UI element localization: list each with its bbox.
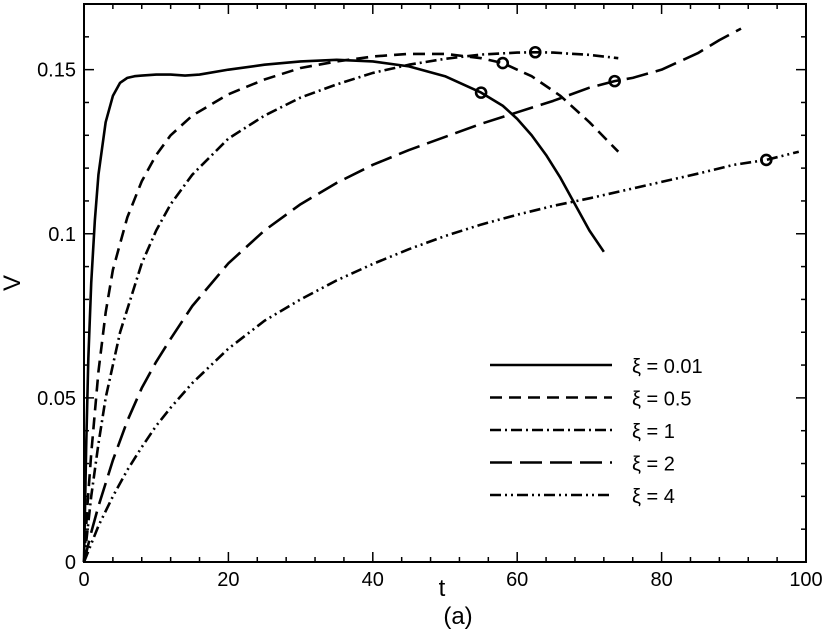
y-tick-label: 0.15: [37, 60, 76, 82]
series-line-1: [82, 58, 605, 563]
tick-layer: [83, 3, 807, 563]
plot-frame: [83, 3, 807, 563]
series-line-2: [82, 52, 620, 563]
tick-label-layer: 0 20 40 60 80 100 0 0.05 0.1 0.15: [37, 60, 823, 591]
series-line-4: [82, 27, 742, 563]
x-tick-label: 40: [362, 569, 384, 591]
series-1-marker-1: [474, 86, 488, 99]
x-tick-label: 60: [506, 569, 528, 591]
x-tick-label: 20: [217, 569, 239, 591]
y-tick-label: 0.1: [48, 224, 76, 246]
legend-label-5: ξ = 4: [632, 486, 675, 508]
x-axis-label: t: [439, 575, 446, 602]
series-3-marker-1: [528, 45, 542, 59]
y-tick-label: 0: [65, 552, 76, 574]
y-axis-label: V: [0, 275, 26, 291]
series-2-marker-1: [496, 56, 510, 70]
legend-label-1: ξ = 0.01: [632, 356, 703, 378]
x-tick-label: 100: [789, 569, 822, 591]
legend: ξ = 0.01 ξ = 0.5 ξ = 1 ξ = 2 ξ = 4: [490, 356, 703, 508]
legend-label-3: ξ = 1: [632, 421, 675, 443]
series-4-marker-1: [608, 74, 621, 88]
marker-layer: [474, 45, 773, 167]
x-tick-label: 0: [78, 569, 89, 591]
legend-label-2: ξ = 0.5: [632, 389, 692, 411]
series-line-5: [82, 150, 800, 563]
series-layer: [82, 27, 800, 563]
x-tick-label: 80: [650, 569, 672, 591]
legend-label-4: ξ = 2: [632, 454, 675, 476]
y-tick-label: 0.05: [37, 388, 76, 410]
series-line-3: [82, 50, 619, 563]
series-5-marker-1: [759, 153, 773, 167]
figure-caption: (a): [443, 603, 472, 630]
